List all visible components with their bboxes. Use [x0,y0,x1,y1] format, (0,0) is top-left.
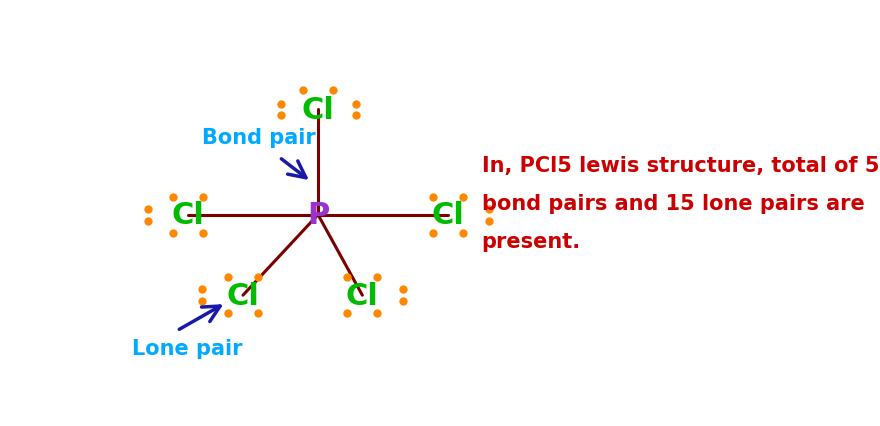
Text: Lone pair: Lone pair [132,338,242,358]
Text: Cl: Cl [346,281,378,310]
Text: P: P [307,201,329,230]
Text: Cl: Cl [172,201,205,230]
Text: Bond pair: Bond pair [202,128,316,148]
Text: Cl: Cl [302,96,334,125]
Text: bond pairs and 15 lone pairs are: bond pairs and 15 lone pairs are [481,194,864,213]
Text: Cl: Cl [431,201,464,230]
Text: present.: present. [481,231,581,251]
Text: In, PCl5 lewis structure, total of 5: In, PCl5 lewis structure, total of 5 [481,156,879,176]
Text: Cl: Cl [226,281,260,310]
